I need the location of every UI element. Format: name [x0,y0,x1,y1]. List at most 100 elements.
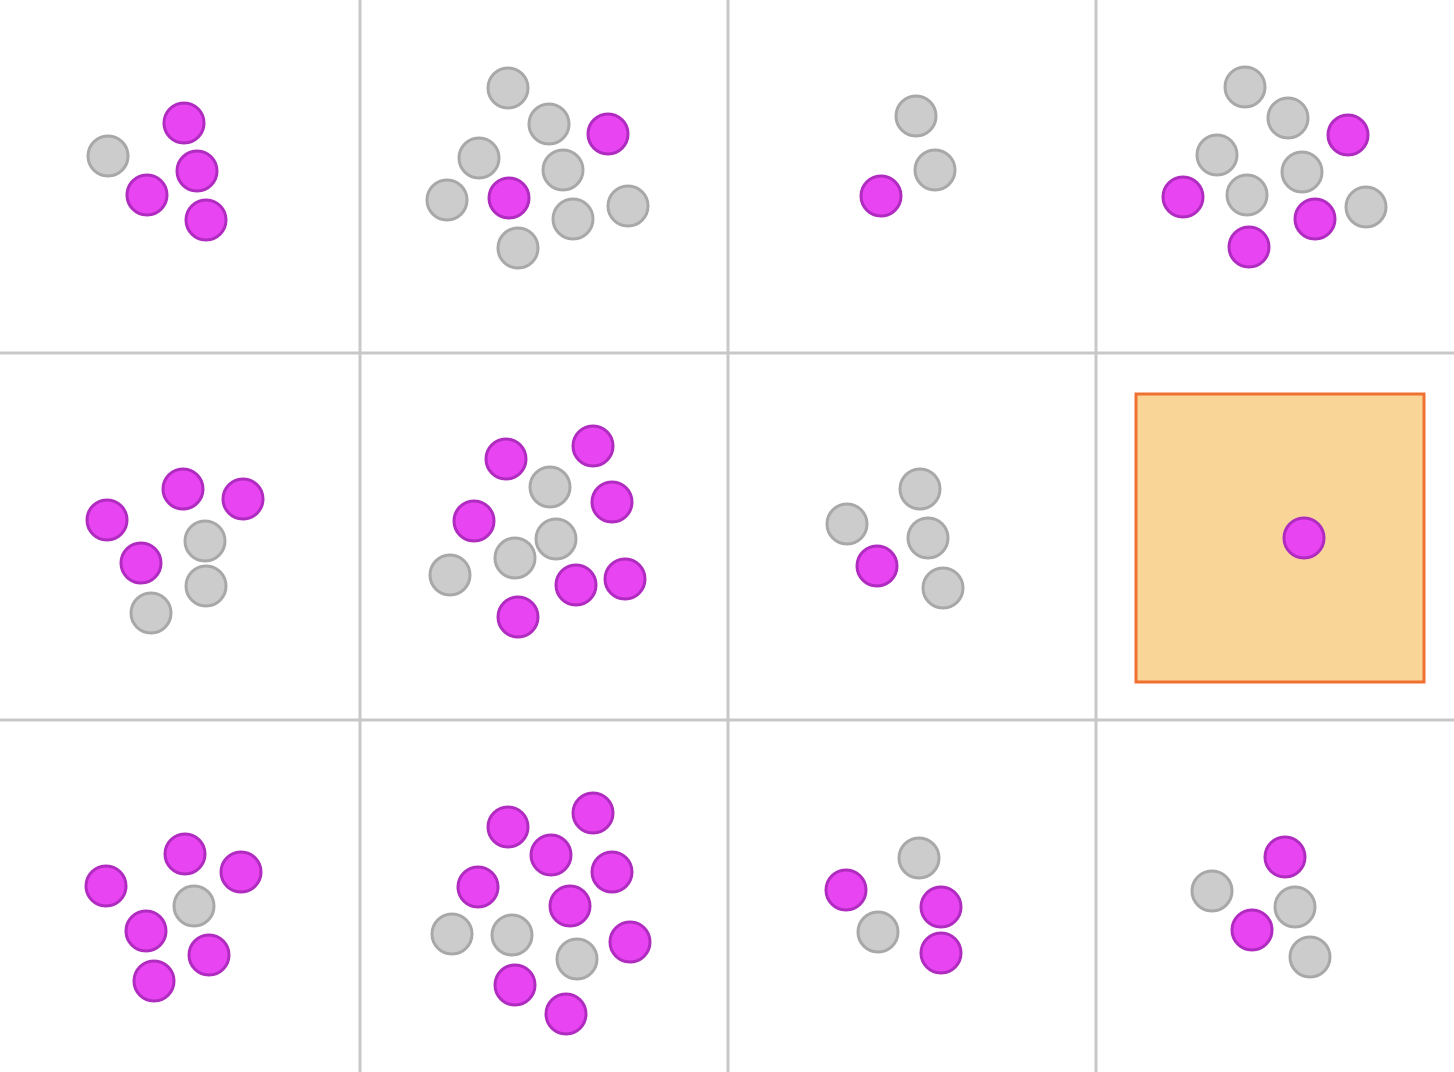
magenta-dot [1230,908,1274,952]
magenta-dot [1263,835,1307,879]
magenta-dot [175,149,219,193]
gray-dot [1273,885,1317,929]
magenta-dot [219,850,263,894]
magenta-dot [544,992,588,1036]
magenta-dot [590,480,634,524]
cell-hit-area[interactable] [1098,2,1452,351]
gray-dot [430,912,474,956]
gray-dot [551,197,595,241]
gray-dot [129,591,173,635]
gray-dot [425,178,469,222]
gray-dot [894,94,938,138]
magenta-dot [163,832,207,876]
magenta-dot [571,791,615,835]
magenta-dot [486,805,530,849]
gray-dot [906,516,950,560]
magenta-dot [548,884,592,928]
grid-cell-r1-c1[interactable] [362,355,726,718]
gray-dot [1223,65,1267,109]
grid-cell-r0-c2[interactable] [730,2,1094,351]
gray-dot [183,519,227,563]
cell-hit-area[interactable] [1098,722,1452,1070]
magenta-dot [162,101,206,145]
gray-dot [856,910,900,954]
magenta-dot [119,541,163,585]
magenta-dot [571,424,615,468]
gray-dot [1225,173,1269,217]
magenta-dot [603,557,647,601]
grid-cell-r1-c2[interactable] [730,355,1094,718]
magenta-dot [859,174,903,218]
magenta-dot [1293,197,1337,241]
gray-dot [496,226,540,270]
magenta-dot [187,933,231,977]
gray-dot [541,148,585,192]
gray-dot [1190,869,1234,913]
gray-dot [457,136,501,180]
magenta-dot [1282,516,1326,560]
cell-hit-area[interactable] [362,722,726,1070]
magenta-dot [85,498,129,542]
gray-dot [184,564,228,608]
gray-dot [898,467,942,511]
magenta-dot [456,865,500,909]
gray-dot [825,502,869,546]
gray-dot [172,884,216,928]
grid-cell-r2-c0[interactable] [2,722,358,1070]
magenta-dot [586,112,630,156]
gray-dot [528,465,572,509]
magenta-dot [919,931,963,975]
magenta-dot [1227,225,1271,269]
gray-dot [897,836,941,880]
magenta-dot [84,864,128,908]
grid-cell-r0-c3[interactable] [1098,2,1452,351]
gray-dot [913,148,957,192]
cell-hit-area[interactable] [730,722,1094,1070]
magenta-dot [1326,113,1370,157]
gray-dot [493,536,537,580]
cell-hit-area[interactable] [2,355,358,718]
selected-cell-highlight [1134,392,1426,684]
magenta-dot [221,477,265,521]
magenta-dot [608,920,652,964]
gray-dot [490,913,534,957]
grid-cell-r0-c0[interactable] [2,2,358,351]
magenta-dot [124,909,168,953]
gray-dot [921,566,965,610]
magenta-dot [1161,175,1205,219]
grid-cell-r1-c0[interactable] [2,355,358,718]
magenta-dot [487,176,531,220]
grid-cell-r2-c1[interactable] [362,722,726,1070]
gray-dot [555,937,599,981]
gray-dot [527,102,571,146]
magenta-dot [824,868,868,912]
magenta-dot [590,850,634,894]
gray-dot [1344,185,1388,229]
gray-dot [486,66,530,110]
gray-dot [1288,935,1332,979]
grid-cell-r2-c3[interactable] [1098,722,1452,1070]
magenta-dot [452,499,496,543]
grid-cell-r0-c1[interactable] [362,2,726,351]
gray-dot [86,134,130,178]
grid-cell-r2-c2[interactable] [730,722,1094,1070]
grid-cell-r1-c3[interactable] [1098,355,1452,718]
magenta-dot [132,959,176,1003]
magenta-dot [493,963,537,1007]
magenta-dot [919,885,963,929]
gray-dot [1195,133,1239,177]
gray-dot [606,184,650,228]
magenta-dot [184,198,228,242]
gray-dot [534,517,578,561]
magenta-dot [125,173,169,217]
magenta-dot [529,833,573,877]
cell-hit-area[interactable] [730,2,1094,351]
magenta-dot [484,437,528,481]
magenta-dot [855,544,899,588]
magenta-dot [554,563,598,607]
magenta-dot [496,595,540,639]
gray-dot [428,553,472,597]
gray-dot [1280,150,1324,194]
